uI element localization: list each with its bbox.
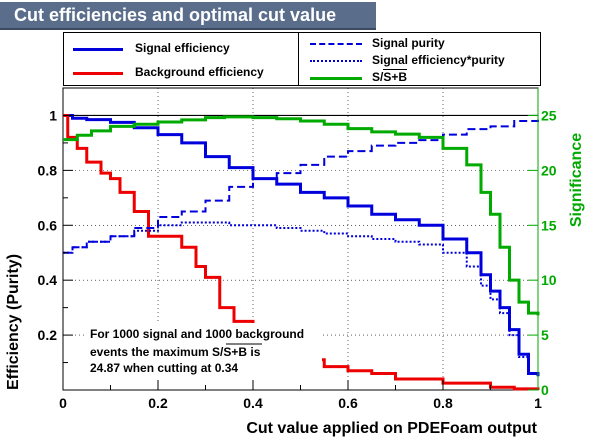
series-line-s-s-b — [63, 115, 540, 316]
y2-tick-label: 10 — [541, 272, 557, 288]
legend-label-signal-purity: Signal purity — [372, 36, 445, 50]
legend-label-signal-efficiency-purity: Signal efficiency*purity — [372, 53, 505, 67]
y2-tick-label: 20 — [541, 162, 557, 178]
y2-axis-ticks: 0 5 10 15 20 25 — [528, 88, 557, 398]
y2-tick-label: 5 — [541, 327, 549, 343]
series-group — [63, 113, 540, 391]
annotation-line-2-prefix: events the maximum S/ — [90, 345, 224, 359]
annotation-box — [84, 323, 322, 378]
y2-tick-label: 0 — [541, 382, 549, 398]
legend-swatch-significance — [310, 77, 362, 80]
x-tick-label: 0 — [59, 395, 67, 411]
y-axis-ticks: 0.2 0.4 0.6 0.8 1 — [38, 87, 73, 364]
annotation: For 1000 signal and 1000 background event… — [84, 323, 322, 378]
x-axis-label: Cut value applied on PDEFoam output — [246, 420, 537, 437]
legend-item-background-efficiency: Background efficiency — [73, 65, 293, 81]
y2-axis-label: Significance — [568, 133, 585, 227]
legend-swatch-background-efficiency — [73, 72, 123, 75]
y-tick-label: 0.2 — [38, 327, 58, 343]
y2-tick-label: 25 — [541, 107, 557, 123]
annotation-line-1: For 1000 signal and 1000 background — [90, 327, 304, 341]
x-tick-label: 0.2 — [148, 395, 168, 411]
series-line-signal-efficiency-purity — [63, 221, 539, 377]
legend-swatch-signal-efficiency-purity — [310, 60, 362, 62]
x-axis-ticks: 0 0.2 0.4 0.6 0.8 1 — [59, 380, 542, 411]
annotation-line-3: 24.87 when cutting at 0.34 — [90, 361, 238, 375]
legend — [63, 32, 541, 86]
series-line-signal-efficiency — [63, 113, 540, 377]
annotation-line-2: events the maximum S/S+B is — [90, 345, 261, 359]
legend-label-signal-efficiency: Signal efficiency — [135, 41, 230, 55]
x-tick-label: 1 — [534, 395, 542, 411]
y-tick-label: 1 — [49, 107, 57, 123]
legend-item-significance: S/S+B — [310, 69, 530, 86]
y-tick-label: 0.4 — [38, 272, 58, 288]
x-tick-label: 0.4 — [243, 395, 263, 411]
legend-swatch-signal-efficiency — [73, 48, 123, 51]
y-axis-label: Efficiency (Purity) — [5, 254, 22, 390]
legend-label-background-efficiency: Background efficiency — [135, 65, 264, 79]
series-line-background-efficiency — [63, 113, 540, 391]
annotation-line-2-suffix: is — [247, 345, 261, 359]
legend-item-signal-purity: Signal purity — [310, 36, 530, 52]
legend-divider — [298, 33, 299, 85]
y-tick-label: 0.6 — [38, 217, 58, 233]
x-tick-label: 0.8 — [433, 395, 453, 411]
legend-significance-prefix: S/ — [372, 70, 384, 84]
legend-label-significance: S/S+B — [372, 69, 408, 84]
legend-item-signal-efficiency: Signal efficiency — [73, 41, 273, 57]
legend-swatch-signal-purity — [310, 43, 362, 45]
y-tick-label: 0.8 — [38, 162, 58, 178]
x-tick-label: 0.6 — [338, 395, 358, 411]
title-box: Cut efficiencies and optimal cut value — [0, 2, 376, 30]
legend-item-signal-efficiency-purity: Signal efficiency*purity — [310, 53, 530, 69]
legend-significance-sqrt: S+B — [383, 69, 408, 84]
series-line-signal-purity — [63, 115, 539, 254]
annotation-line-2-sqrt: S+B — [223, 345, 247, 359]
chart-title: Cut efficiencies and optimal cut value — [14, 5, 337, 25]
y2-tick-label: 15 — [541, 217, 557, 233]
